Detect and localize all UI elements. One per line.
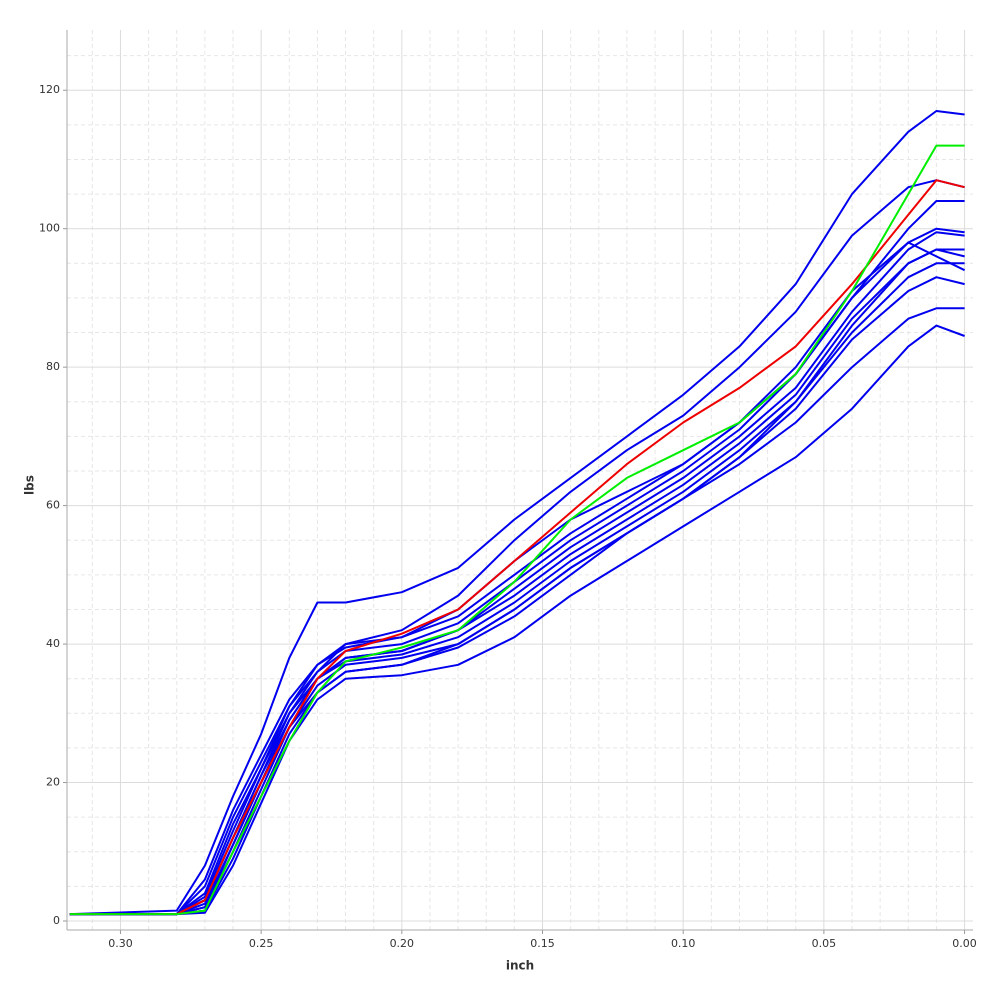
y-axis-label: lbs	[23, 475, 37, 495]
x-tick-label: 0.25	[249, 937, 274, 950]
series-line	[69, 110, 965, 916]
y-tick-label: 100	[39, 222, 60, 235]
series-line	[69, 179, 965, 916]
x-tick-label: 0.20	[390, 937, 415, 950]
series-line	[69, 227, 965, 916]
x-tick-label: 0.10	[671, 937, 696, 950]
series-line	[69, 324, 965, 916]
series-line	[69, 144, 965, 916]
x-tick-label: 0.30	[108, 937, 133, 950]
y-tick-label: 20	[46, 776, 60, 789]
x-tick-label: 0.15	[530, 937, 555, 950]
y-tick-label: 80	[46, 360, 60, 373]
y-tick-label: 0	[53, 914, 60, 927]
y-tick-label: 60	[46, 499, 60, 512]
series-line	[69, 179, 965, 916]
series-line	[69, 262, 965, 916]
series-line	[69, 307, 965, 916]
x-axis-label: inch	[506, 959, 534, 973]
y-tick-label: 120	[39, 83, 60, 96]
y-tick-label: 40	[46, 637, 60, 650]
x-tick-label: 0.00	[952, 937, 977, 950]
series-line	[69, 248, 965, 916]
series-line	[69, 276, 965, 916]
x-tick-label: 0.05	[812, 937, 837, 950]
